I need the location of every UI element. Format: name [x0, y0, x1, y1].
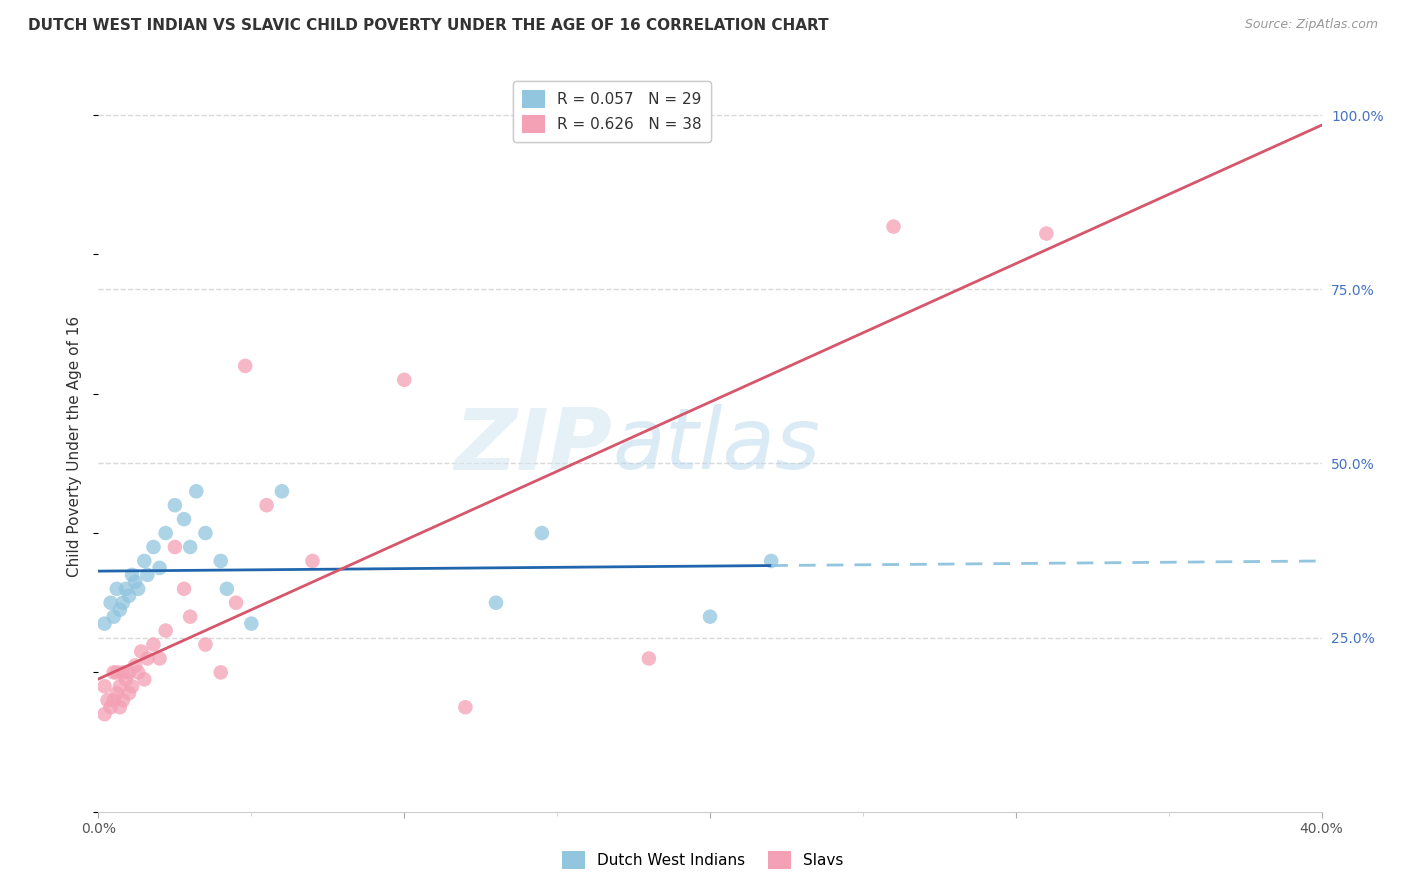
Point — [256, 498, 278, 512]
Point — [179, 609, 201, 624]
Point — [209, 554, 232, 568]
Point — [108, 679, 131, 693]
Point — [121, 679, 143, 693]
Point — [485, 596, 508, 610]
Point — [97, 693, 120, 707]
Point — [111, 693, 134, 707]
Point — [699, 609, 721, 624]
Point — [136, 567, 159, 582]
Legend: R = 0.057   N = 29, R = 0.626   N = 38: R = 0.057 N = 29, R = 0.626 N = 38 — [513, 80, 711, 143]
Point — [215, 582, 238, 596]
Point — [93, 616, 115, 631]
Point — [240, 616, 263, 631]
Point — [108, 700, 131, 714]
Point — [134, 673, 156, 687]
Point — [134, 554, 156, 568]
Point — [103, 609, 125, 624]
Point — [124, 658, 146, 673]
Point — [173, 582, 195, 596]
Y-axis label: Child Poverty Under the Age of 16: Child Poverty Under the Age of 16 — [67, 316, 83, 576]
Point — [883, 219, 905, 234]
Point — [163, 540, 186, 554]
Point — [103, 693, 125, 707]
Point — [149, 651, 172, 665]
Point — [111, 596, 134, 610]
Point — [115, 673, 138, 687]
Point — [100, 700, 122, 714]
Text: DUTCH WEST INDIAN VS SLAVIC CHILD POVERTY UNDER THE AGE OF 16 CORRELATION CHART: DUTCH WEST INDIAN VS SLAVIC CHILD POVERT… — [28, 18, 828, 33]
Point — [118, 665, 141, 680]
Point — [127, 665, 149, 680]
Point — [127, 582, 149, 596]
Point — [209, 665, 232, 680]
Point — [301, 554, 323, 568]
Text: Source: ZipAtlas.com: Source: ZipAtlas.com — [1244, 18, 1378, 31]
Point — [163, 498, 186, 512]
Point — [179, 540, 201, 554]
Point — [121, 567, 143, 582]
Point — [637, 651, 661, 665]
Legend: Dutch West Indians, Slavs: Dutch West Indians, Slavs — [555, 845, 851, 875]
Point — [233, 359, 256, 373]
Point — [136, 651, 159, 665]
Point — [173, 512, 195, 526]
Point — [530, 526, 553, 541]
Point — [93, 679, 115, 693]
Point — [155, 526, 177, 541]
Point — [118, 686, 141, 700]
Point — [149, 561, 172, 575]
Point — [194, 638, 217, 652]
Point — [392, 373, 416, 387]
Point — [129, 644, 152, 658]
Point — [225, 596, 247, 610]
Point — [454, 700, 477, 714]
Point — [124, 574, 146, 589]
Point — [142, 638, 165, 652]
Point — [103, 665, 125, 680]
Point — [1035, 227, 1057, 241]
Point — [108, 603, 131, 617]
Point — [93, 707, 115, 722]
Point — [118, 589, 141, 603]
Point — [105, 665, 128, 680]
Point — [155, 624, 177, 638]
Point — [186, 484, 208, 499]
Point — [111, 665, 134, 680]
Point — [100, 596, 122, 610]
Point — [105, 582, 128, 596]
Text: atlas: atlas — [612, 404, 820, 488]
Point — [194, 526, 217, 541]
Point — [115, 582, 138, 596]
Point — [105, 686, 128, 700]
Text: ZIP: ZIP — [454, 404, 612, 488]
Point — [270, 484, 292, 499]
Point — [759, 554, 782, 568]
Point — [142, 540, 165, 554]
